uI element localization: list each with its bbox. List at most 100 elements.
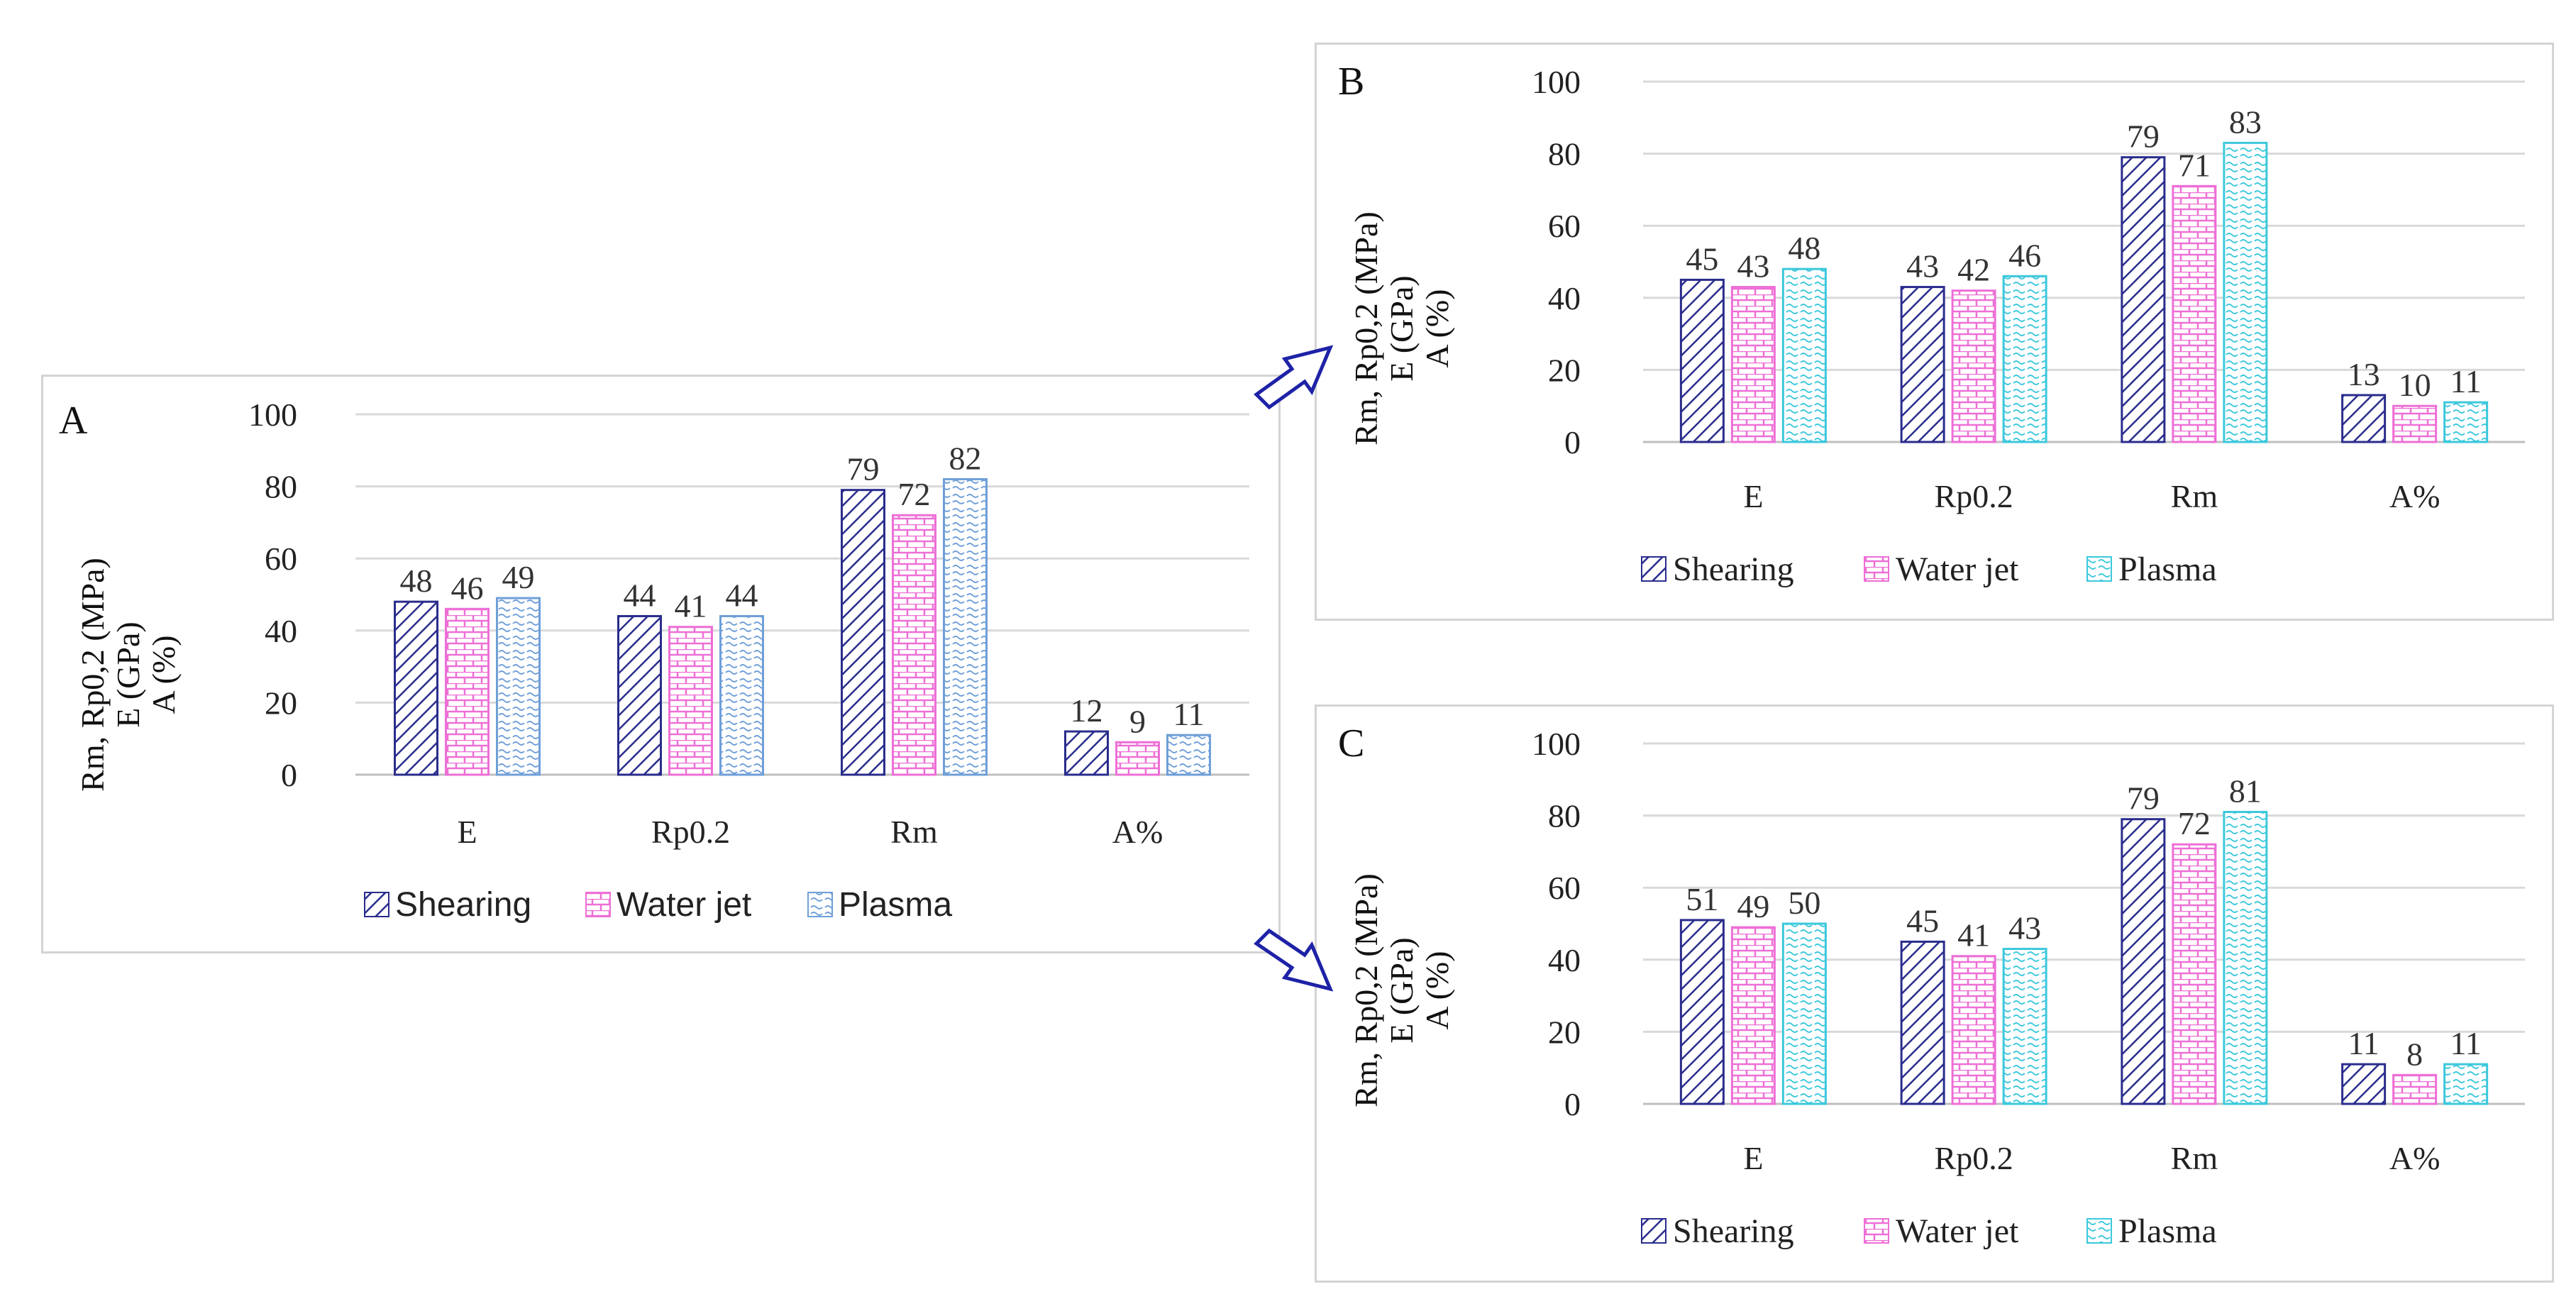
data-label-water-jet-rm: 72 (2178, 805, 2211, 841)
legend-label-water-jet: Water jet (1896, 551, 2019, 588)
data-label-plasma-rp0-2: 46 (2008, 237, 2041, 273)
bar-shearing-e (394, 600, 438, 776)
x-category-e: E (1743, 1140, 1763, 1176)
legend-label-plasma: Plasma (839, 886, 952, 924)
legend-b: Shearing Water jet Plasma (1641, 551, 2217, 588)
data-label-shearing-rm: 79 (2127, 118, 2160, 155)
y-axis-title-b: Rm, Rp0,2 (MPa) E (GPa) A (%) (1348, 211, 1455, 446)
legend-swatch-water-jet (1864, 1218, 1889, 1244)
bar-shearing-rm (2121, 156, 2166, 443)
bar-water-jet-a (1115, 741, 1160, 776)
data-label-water-jet-rp0-2: 41 (675, 588, 707, 624)
bars-b (1679, 141, 2489, 443)
y-axis-line-1: Rm, Rp0,2 (MPa) (1348, 211, 1384, 446)
bar-plasma-a (2443, 401, 2489, 443)
bar-shearing-e (1679, 919, 1725, 1105)
x-categories-b: E Rp0.2 Rm A% (1743, 478, 2440, 514)
y-axis-line-2: E (GPa) (110, 621, 146, 727)
y-axis-line-1: Rm, Rp0,2 (MPa) (1348, 873, 1384, 1107)
data-label-plasma-rm: 82 (949, 440, 982, 476)
bar-water-jet-rm (892, 514, 936, 776)
data-label-shearing-a: 11 (2348, 1025, 2379, 1061)
data-label-plasma-rp0-2: 44 (726, 577, 758, 613)
data-labels-a: 48 46 49 44 41 44 79 72 82 12 9 11 (400, 440, 1205, 739)
y-tick-label: 80 (1548, 136, 1581, 172)
x-categories-c: E Rp0.2 Rm A% (1743, 1140, 2440, 1176)
bar-shearing-rm (841, 489, 885, 776)
data-label-shearing-rp0-2: 44 (624, 577, 656, 613)
bar-water-jet-rp0-2 (1951, 955, 1996, 1105)
bar-water-jet-a (2392, 1073, 2438, 1105)
x-category-rm: Rm (2171, 478, 2218, 514)
bars-a (394, 477, 1211, 776)
y-tick-label: 0 (281, 757, 297, 793)
legend-label-plasma: Plasma (2118, 551, 2217, 588)
y-axis-line-2: E (GPa) (1383, 275, 1420, 381)
data-label-plasma-a: 11 (2450, 363, 2481, 399)
data-label-plasma-rp0-2: 43 (2008, 910, 2041, 946)
legend-label-plasma: Plasma (2118, 1212, 2217, 1250)
y-tick-label: 0 (1564, 424, 1581, 460)
bar-plasma-e (1781, 267, 1827, 443)
bar-shearing-a (1064, 730, 1109, 776)
arrow-to-panel-c-icon (1254, 928, 1334, 992)
data-label-shearing-rp0-2: 43 (1906, 248, 1939, 284)
y-axis-line-3: A (%) (1419, 951, 1455, 1029)
data-label-shearing-e: 45 (1686, 240, 1718, 277)
data-label-water-jet-rm: 71 (2178, 147, 2211, 183)
chart-a-canvas: A Rm, Rp0,2 (MPa) E (GPa) A (%) 0 20 40 60 8… (59, 397, 1249, 924)
y-axis-line-3: A (%) (145, 635, 182, 714)
data-label-water-jet-a: 9 (1129, 703, 1146, 739)
y-axis-line-2: E (GPa) (1383, 937, 1420, 1043)
legend-c: Shearing Water jet Plasma (1641, 1212, 2217, 1250)
y-tick-label: 100 (1532, 726, 1581, 762)
legend-label-shearing: Shearing (1673, 1212, 1794, 1250)
legend-label-shearing: Shearing (395, 886, 531, 924)
bar-shearing-a (2341, 1063, 2387, 1105)
bar-shearing-rp0-2 (1900, 940, 1945, 1105)
x-category-e: E (1743, 478, 1763, 514)
data-label-water-jet-rp0-2: 42 (1957, 252, 1990, 288)
data-labels-b: 45 43 48 43 42 46 79 71 83 13 10 11 (1686, 104, 2481, 403)
x-category-a: A% (2389, 478, 2440, 514)
bar-shearing-rp0-2 (1900, 286, 1945, 443)
bar-plasma-rm (2223, 141, 2268, 443)
chart-b-canvas: B Rm, Rp0,2 (MPa) E (GPa) A (%) 0 20 40 60 8… (1338, 60, 2525, 588)
data-label-shearing-rm: 79 (847, 451, 880, 487)
y-tick-label: 20 (1548, 1014, 1581, 1050)
bar-plasma-rp0-2 (2002, 275, 2047, 443)
y-tick-label: 80 (1548, 798, 1581, 834)
data-labels-c: 51 49 50 45 41 43 79 72 81 11 8 11 (1686, 773, 2481, 1073)
data-label-shearing-rp0-2: 45 (1906, 902, 1939, 939)
x-category-rp0-2: Rp0.2 (651, 814, 730, 850)
legend-swatch-water-jet (585, 892, 611, 917)
chart-c-canvas: C Rm, Rp0,2 (MPa) E (GPa) A (%) 0 20 40 60 8… (1338, 721, 2525, 1250)
y-tick-label: 80 (265, 469, 297, 505)
y-axis-line-3: A (%) (1419, 289, 1455, 367)
legend-label-shearing: Shearing (1673, 551, 1794, 588)
bar-plasma-rp0-2 (719, 614, 764, 776)
legend-swatch-plasma (807, 892, 833, 917)
data-label-shearing-a: 12 (1071, 692, 1103, 729)
legend-swatch-water-jet (1864, 556, 1889, 582)
y-axis-title-a: Rm, Rp0,2 (MPa) E (GPa) A (%) (74, 558, 182, 792)
x-category-rm: Rm (890, 814, 938, 850)
data-label-water-jet-rm: 72 (898, 476, 931, 512)
data-label-plasma-rm: 83 (2229, 104, 2262, 140)
data-label-water-jet-a: 10 (2399, 367, 2431, 403)
chart-panel-a: A Rm, Rp0,2 (MPa) E (GPa) A (%) 0 20 40 60 8… (41, 375, 1281, 953)
data-label-plasma-a: 11 (2450, 1025, 2481, 1061)
bar-water-jet-rm (2172, 184, 2217, 443)
panel-label-a: A (59, 399, 88, 443)
bar-plasma-rp0-2 (2002, 948, 2047, 1105)
bar-shearing-e (1679, 278, 1725, 443)
y-tick-label: 100 (1532, 64, 1581, 100)
legend-label-water-jet: Water jet (617, 886, 751, 924)
data-label-plasma-e: 49 (502, 559, 535, 595)
bar-plasma-e (496, 597, 541, 776)
x-category-rp0-2: Rp0.2 (1935, 478, 2013, 514)
data-label-water-jet-rp0-2: 41 (1957, 917, 1990, 953)
y-tick-label: 100 (248, 397, 297, 433)
y-ticks-a: 0 20 40 60 80 100 (248, 397, 297, 793)
arrow-to-panel-b-icon (1254, 345, 1334, 410)
